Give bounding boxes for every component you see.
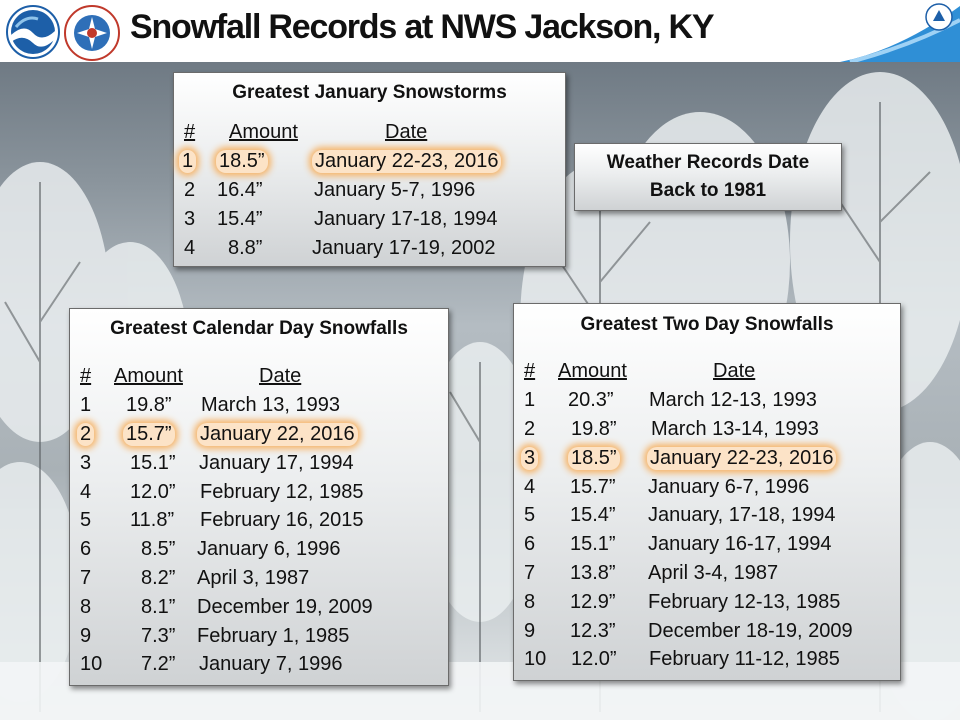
calendar-day-panel: Greatest Calendar Day Snowfalls # Amount…: [69, 308, 449, 686]
amount-cell: 20.3”: [568, 389, 614, 411]
january-title: Greatest January Snowstorms: [232, 82, 507, 103]
rank-cell: 2: [184, 179, 196, 201]
amount-cell: 8.5”: [141, 538, 176, 560]
amount-cell: 7.2”: [141, 653, 176, 675]
noaa-logo: [6, 5, 60, 59]
rank-cell: 1: [80, 394, 92, 416]
calendar-day-title: Greatest Calendar Day Snowfalls: [110, 318, 408, 339]
date-cell: February 1, 1985: [197, 625, 350, 647]
amount-cell: 12.0”: [130, 481, 176, 503]
date-cell: January 17-18, 1994: [314, 208, 498, 230]
rank-cell: 5: [524, 504, 536, 526]
page-title: Snowfall Records at NWS Jackson, KY: [130, 8, 715, 46]
date-cell: March 12-13, 1993: [649, 389, 817, 411]
january-panel: Greatest January Snowstorms # Amount Dat…: [173, 72, 566, 267]
amount-cell: 8.8”: [228, 237, 263, 259]
records-note-line2: Back to 1981: [649, 180, 767, 201]
amount-cell: 12.9”: [570, 591, 616, 613]
rank-cell: 3: [80, 452, 92, 474]
date-cell: December 19, 2009: [197, 596, 373, 618]
date-cell: January 7, 1996: [199, 653, 343, 675]
amount-cell: 12.3”: [570, 620, 616, 642]
rank-cell: 2: [524, 418, 536, 440]
date-cell: January 22-23, 2016: [312, 150, 502, 173]
rank-cell: 6: [80, 538, 92, 560]
date-cell: January 5-7, 1996: [314, 179, 476, 201]
records-note-line1: Weather Records Date: [606, 152, 810, 173]
rank-cell: 9: [80, 625, 92, 647]
date-cell: February 12-13, 1985: [648, 591, 841, 613]
col-header-amount: Amount: [114, 365, 183, 387]
amount-cell: 15.4”: [570, 504, 616, 526]
amount-cell: 18.5”: [216, 150, 268, 173]
rank-cell: 6: [524, 533, 536, 555]
rank-cell: 10: [524, 648, 547, 670]
rank-cell: 8: [80, 596, 92, 618]
date-cell: January 22-23, 2016: [647, 447, 837, 470]
date-cell: January, 17-18, 1994: [648, 504, 836, 526]
col-header-rank: #: [184, 121, 196, 143]
col-header-date: Date: [385, 121, 428, 143]
amount-cell: 12.0”: [571, 648, 617, 670]
date-cell: February 16, 2015: [200, 509, 364, 531]
rank-cell: 5: [80, 509, 92, 531]
header-swoosh: [840, 3, 960, 62]
two-day-panel: Greatest Two Day Snowfalls # Amount Date…: [513, 303, 901, 681]
date-cell: February 11-12, 1985: [649, 648, 840, 670]
col-header-date: Date: [259, 365, 302, 387]
rank-cell: 3: [184, 208, 196, 230]
col-header-rank: #: [524, 360, 536, 382]
rank-cell: 7: [80, 567, 92, 589]
date-cell: February 12, 1985: [200, 481, 364, 503]
rank-cell: 1: [179, 150, 197, 173]
date-cell: January 6, 1996: [197, 538, 341, 560]
nws-logo: [64, 5, 120, 61]
date-cell: January 6-7, 1996: [648, 476, 810, 498]
rank-cell: 7: [524, 562, 536, 584]
amount-cell: 19.8”: [571, 418, 617, 440]
date-cell: January 16-17, 1994: [648, 533, 832, 555]
date-cell: January 17-19, 2002: [312, 237, 496, 259]
rank-cell: 1: [524, 389, 536, 411]
amount-cell: 19.8”: [126, 394, 172, 416]
rank-cell: 4: [524, 476, 536, 498]
amount-cell: 15.1”: [130, 452, 176, 474]
rank-cell: 3: [521, 447, 539, 470]
amount-cell: 13.8”: [570, 562, 616, 584]
date-cell: March 13-14, 1993: [651, 418, 819, 440]
records-note-box: Weather Records Date Back to 1981: [574, 143, 842, 211]
amount-cell: 11.8”: [130, 509, 175, 531]
date-cell: April 3-4, 1987: [648, 562, 779, 584]
col-header-rank: #: [80, 365, 92, 387]
amount-cell: 15.7”: [123, 423, 175, 446]
date-cell: March 13, 1993: [201, 394, 340, 416]
date-cell: December 18-19, 2009: [648, 620, 853, 642]
amount-cell: 18.5”: [568, 447, 620, 470]
rank-cell: 2: [77, 423, 95, 446]
rank-cell: 9: [524, 620, 536, 642]
amount-cell: 16.4”: [217, 179, 263, 201]
date-cell: January 17, 1994: [199, 452, 354, 474]
col-header-amount: Amount: [229, 121, 298, 143]
amount-cell: 8.2”: [141, 567, 176, 589]
rank-cell: 8: [524, 591, 536, 613]
amount-cell: 7.3”: [141, 625, 176, 647]
amount-cell: 15.1”: [570, 533, 616, 555]
rank-cell: 4: [80, 481, 92, 503]
date-cell: April 3, 1987: [197, 567, 310, 589]
two-day-title: Greatest Two Day Snowfalls: [580, 314, 834, 335]
amount-cell: 15.4”: [217, 208, 263, 230]
amount-cell: 8.1”: [141, 596, 176, 618]
col-header-amount: Amount: [558, 360, 627, 382]
amount-cell: 15.7”: [570, 476, 616, 498]
rank-cell: 10: [80, 653, 103, 675]
header-bar: Snowfall Records at NWS Jackson, KY: [0, 0, 960, 62]
date-cell: January 22, 2016: [197, 423, 358, 446]
col-header-date: Date: [713, 360, 756, 382]
rank-cell: 4: [184, 237, 196, 259]
